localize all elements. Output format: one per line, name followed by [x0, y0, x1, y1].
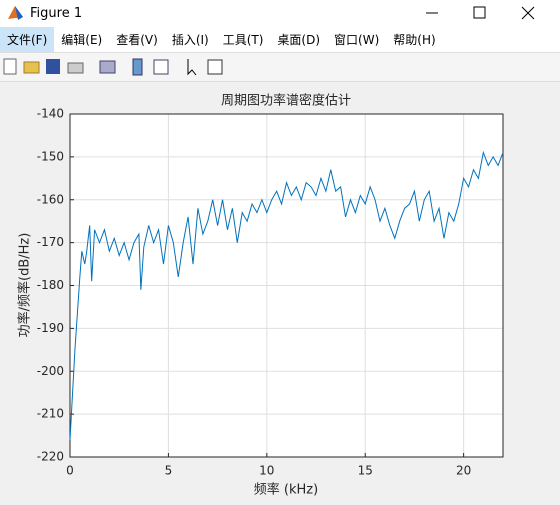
x-tick-label: 10 — [259, 464, 274, 478]
x-tick-label: 20 — [456, 464, 471, 478]
menu-bar: 文件(F) 编辑(E) 查看(V) 插入(I) 工具(T) 桌面(D) 窗口(W) 帮助(H) — [0, 26, 560, 53]
chart: 周期图功率谱密度估计 频率 (kHz) 功率/频率(dB/Hz) -220 -21… — [17, 93, 504, 498]
menu-item[interactable]: 插入(I) — [171, 32, 209, 47]
chart-title: 周期图功率谱密度估计 — [221, 93, 351, 109]
title-bar: Figure 1 — [0, 0, 560, 26]
data-line — [69, 150, 504, 440]
window-controls[interactable] — [410, 0, 560, 26]
x-tick-label: 15 — [358, 464, 373, 478]
toolbar-icons[interactable] — [0, 53, 240, 81]
menu-item[interactable]: 查看(V) — [116, 32, 158, 47]
x-tick-label: 5 — [165, 464, 173, 478]
x-axis-label: 频率 (kHz) — [254, 482, 318, 498]
y-tick-label: -180 — [37, 278, 64, 292]
menu-item[interactable]: 工具(T) — [222, 32, 264, 47]
y-tick-label: -170 — [37, 235, 64, 249]
menu-item[interactable]: 窗口(W) — [334, 32, 380, 47]
axes-box — [69, 113, 504, 458]
window-title: Figure 1 — [30, 5, 83, 21]
toolbar — [0, 53, 560, 82]
y-tick-label: -140 — [37, 107, 64, 121]
y-axis-label: 功率/频率(dB/Hz) — [17, 233, 33, 338]
x-tick-label: 0 — [66, 464, 74, 478]
y-tick-label: -220 — [37, 450, 64, 464]
menu-item[interactable]: 编辑(E) — [61, 32, 103, 47]
menu-item[interactable]: 桌面(D) — [277, 32, 321, 47]
y-tick-label: -200 — [37, 364, 64, 378]
y-tick-label: -160 — [37, 192, 64, 206]
menu-item[interactable]: 文件(F) — [0, 26, 55, 52]
y-tick-label: -150 — [37, 149, 64, 163]
y-tick-label: -190 — [37, 321, 64, 335]
menu-item[interactable]: 帮助(H) — [393, 32, 436, 47]
y-tick-label: -210 — [37, 407, 64, 421]
app-icon — [8, 6, 23, 20]
